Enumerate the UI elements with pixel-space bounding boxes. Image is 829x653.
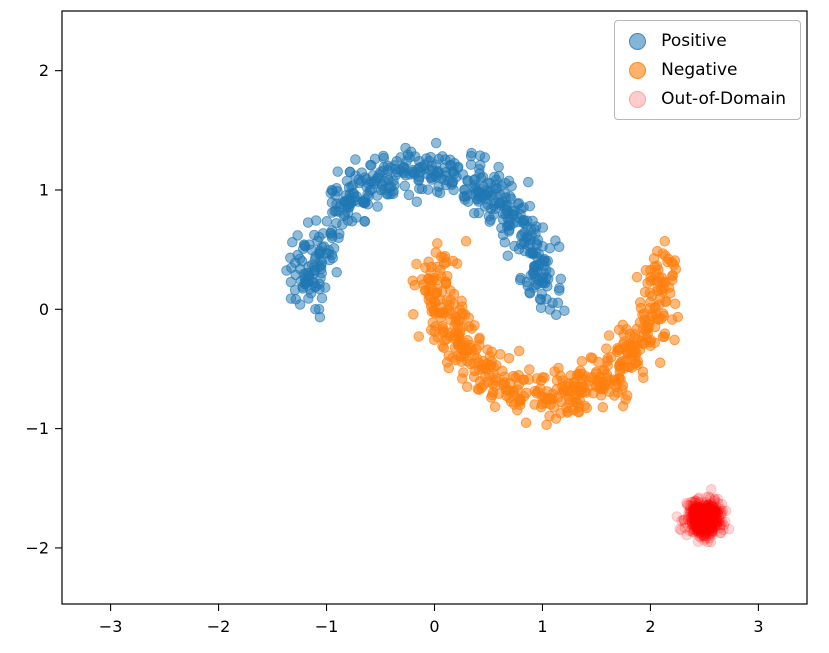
positive-marker-icon: [628, 32, 646, 50]
out-of-domain-marker-icon: [628, 90, 646, 108]
legend-label-out-of-domain: Out-of-Domain: [661, 89, 786, 109]
x-tick-label: 2: [645, 617, 655, 636]
y-tick-label: 0: [39, 300, 49, 319]
x-tick-label: −1: [315, 617, 339, 636]
series-negative: [407, 235, 684, 431]
negative-marker-icon: [628, 61, 646, 79]
legend: Positive Negative Out-of-Domain: [614, 20, 801, 120]
series-out-of-domain: [671, 484, 735, 548]
legend-label-negative: Negative: [661, 60, 738, 80]
x-tick-label: 0: [429, 617, 439, 636]
legend-handle: [625, 32, 649, 50]
x-tick-label: 1: [537, 617, 547, 636]
y-tick-label: 2: [39, 61, 49, 80]
axes-frame: [61, 10, 808, 605]
x-tick-label: 3: [753, 617, 763, 636]
x-tick-label: −2: [207, 617, 231, 636]
legend-handle: [625, 90, 649, 108]
series-positive: [281, 137, 570, 323]
y-tick-label: −1: [25, 419, 49, 438]
legend-item-negative: Negative: [625, 59, 786, 81]
legend-item-out-of-domain: Out-of-Domain: [625, 88, 786, 110]
legend-handle: [625, 61, 649, 79]
y-tick-label: 1: [39, 180, 49, 199]
y-tick-label: −2: [25, 538, 49, 557]
axes: −3 −2 −1 0 1 2 3 −2 −1 0 1 2: [25, 61, 763, 636]
x-tick-label: −3: [99, 617, 123, 636]
legend-label-positive: Positive: [661, 31, 727, 51]
legend-item-positive: Positive: [625, 30, 786, 52]
